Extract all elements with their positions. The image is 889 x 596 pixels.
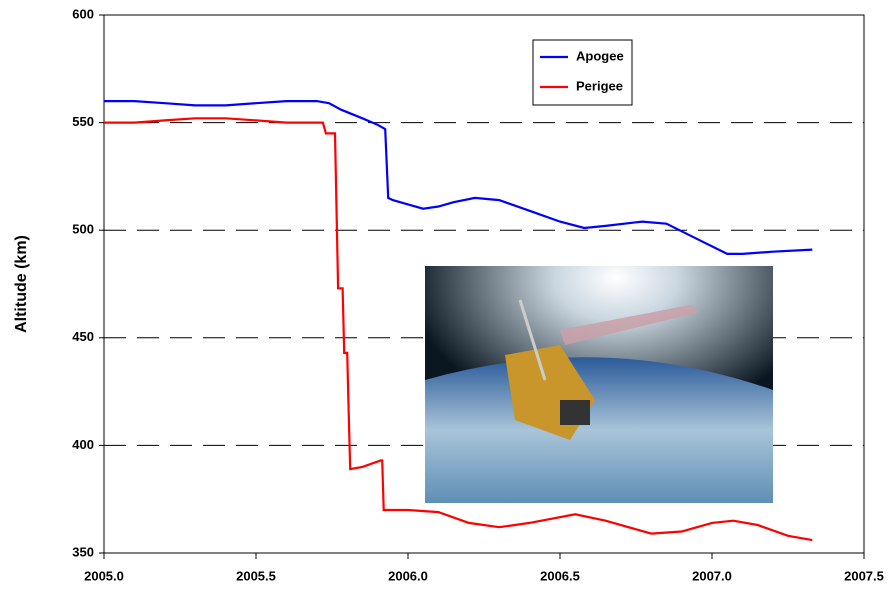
- x-tick-label: 2006.0: [388, 568, 428, 583]
- y-tick-label: 350: [72, 544, 94, 559]
- chart: Altitude (km) Apogee Perigee 350 400 450 500…: [0, 0, 889, 596]
- series-line: [104, 101, 812, 254]
- y-tick-label: 550: [72, 114, 94, 129]
- y-tick-label: 400: [72, 437, 94, 452]
- x-tick-label: 2007.5: [844, 568, 884, 583]
- x-tick-label: 2005.5: [236, 568, 276, 583]
- y-tick-label: 450: [72, 329, 94, 344]
- page: {"chart_data": {"type": "line", "y_label…: [0, 0, 889, 596]
- legend-label: Perigee: [576, 78, 623, 93]
- legend: Apogee Perigee: [533, 40, 632, 105]
- y-tick-label: 600: [72, 6, 94, 21]
- y-tick-label: 500: [72, 222, 94, 237]
- legend-label: Apogee: [576, 48, 624, 63]
- satellite-photo: [425, 266, 773, 503]
- y-axis-label: Altitude (km): [13, 235, 30, 333]
- x-tick-label: 2005.0: [84, 568, 124, 583]
- x-tick-label: 2007.0: [692, 568, 732, 583]
- x-tick-label: 2006.5: [540, 568, 580, 583]
